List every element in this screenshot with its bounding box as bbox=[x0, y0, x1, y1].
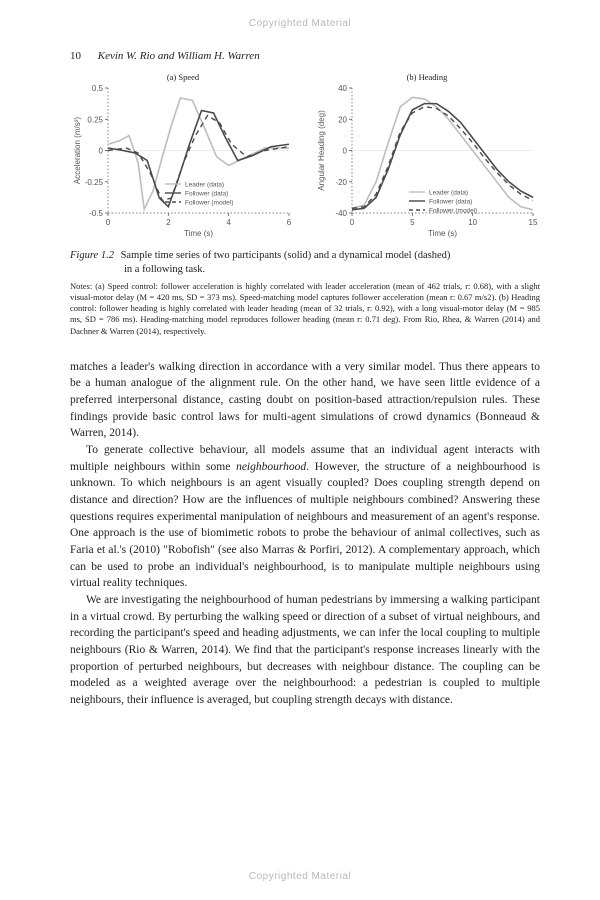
svg-text:20: 20 bbox=[338, 115, 347, 124]
svg-text:Follower (model): Follower (model) bbox=[185, 200, 233, 207]
svg-text:Follower (data): Follower (data) bbox=[185, 191, 228, 198]
body-text: matches a leader's walking direction in … bbox=[70, 359, 540, 709]
svg-text:0: 0 bbox=[343, 147, 348, 156]
paragraph-2: To generate collective behaviour, all mo… bbox=[70, 442, 540, 592]
panel-b-title: (b) Heading bbox=[314, 72, 540, 82]
svg-text:10: 10 bbox=[468, 218, 477, 227]
svg-text:15: 15 bbox=[529, 218, 538, 227]
svg-text:5: 5 bbox=[410, 218, 415, 227]
svg-text:0: 0 bbox=[99, 147, 104, 156]
svg-text:Acceleration (m/s²): Acceleration (m/s²) bbox=[73, 117, 82, 184]
svg-text:Angular Heading (deg): Angular Heading (deg) bbox=[317, 110, 326, 191]
figure-panel-b: (b) Heading -40 -20 0 20 40 0 5 10 15 Time (s) Ang… bbox=[314, 72, 540, 239]
chart-speed: -0.5 -0.25 0 0.25 0.5 0 2 4 6 Time (s) Acceleratio… bbox=[70, 84, 295, 239]
panel-a-title: (a) Speed bbox=[70, 72, 296, 82]
page-content: 10 Kevin W. Rio and William H. Warren (a… bbox=[0, 0, 600, 759]
svg-text:Leader (data): Leader (data) bbox=[185, 182, 224, 189]
figure-row: (a) Speed -0.5 -0.25 0 0.25 0.5 0 2 4 6 Time (s) A… bbox=[70, 72, 540, 239]
figure-panel-a: (a) Speed -0.5 -0.25 0 0.25 0.5 0 2 4 6 Time (s) A… bbox=[70, 72, 296, 239]
svg-text:0: 0 bbox=[350, 218, 355, 227]
p2-italic: neighbourhood bbox=[236, 461, 306, 473]
svg-text:40: 40 bbox=[338, 84, 347, 93]
running-head: 10 Kevin W. Rio and William H. Warren bbox=[70, 50, 540, 62]
paragraph-1: matches a leader's walking direction in … bbox=[70, 359, 540, 442]
svg-text:0.25: 0.25 bbox=[87, 115, 103, 124]
svg-text:-0.25: -0.25 bbox=[85, 178, 104, 187]
svg-text:Leader (data): Leader (data) bbox=[429, 190, 468, 197]
figure-caption-text-l2: in a following task. bbox=[70, 263, 540, 277]
figure-caption-text-l1: Sample time series of two participants (… bbox=[121, 250, 451, 261]
svg-text:Time (s): Time (s) bbox=[428, 229, 457, 238]
svg-text:-0.5: -0.5 bbox=[89, 209, 103, 218]
svg-text:0: 0 bbox=[106, 218, 111, 227]
figure-notes: Notes: (a) Speed control: follower accel… bbox=[70, 281, 540, 336]
svg-text:Follower (model): Follower (model) bbox=[429, 208, 477, 215]
paragraph-3: We are investigating the neighbourhood o… bbox=[70, 592, 540, 709]
svg-text:Follower (data): Follower (data) bbox=[429, 199, 472, 206]
svg-text:2: 2 bbox=[166, 218, 171, 227]
page-number: 10 bbox=[70, 50, 81, 62]
watermark-top: Copyrighted Material bbox=[0, 18, 600, 29]
svg-text:6: 6 bbox=[287, 218, 292, 227]
figure-caption: Figure 1.2 Sample time series of two par… bbox=[70, 249, 540, 277]
header-authors: Kevin W. Rio and William H. Warren bbox=[98, 50, 260, 62]
watermark-bottom: Copyrighted Material bbox=[0, 871, 600, 882]
svg-text:4: 4 bbox=[226, 218, 231, 227]
svg-text:-20: -20 bbox=[335, 178, 347, 187]
svg-text:Time (s): Time (s) bbox=[184, 229, 213, 238]
p2-part-b: . However, the structure of a neighbourh… bbox=[70, 461, 540, 590]
figure-number: Figure 1.2 bbox=[70, 250, 114, 261]
chart-heading: -40 -20 0 20 40 0 5 10 15 Time (s) Angular Heading… bbox=[314, 84, 539, 239]
svg-text:-40: -40 bbox=[335, 209, 347, 218]
svg-text:0.5: 0.5 bbox=[92, 84, 104, 93]
